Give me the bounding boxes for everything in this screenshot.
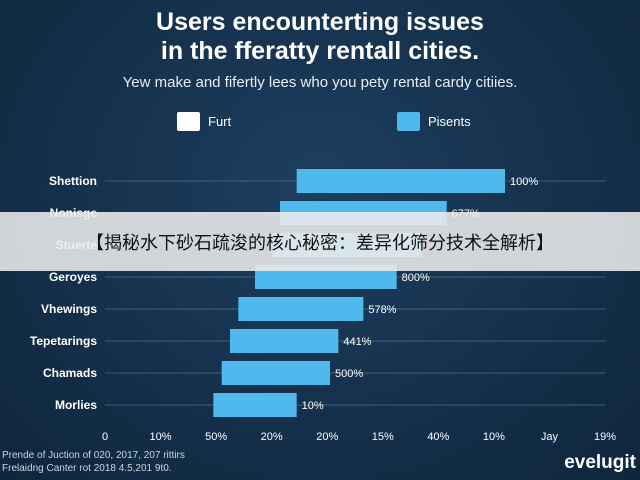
bar [213,393,297,417]
banner-text: 【揭秘水下砂石疏浚的核心秘密：差异化筛分技术全解析】 [86,232,554,254]
value-label: 441% [343,336,371,348]
category-label: Vhewings [41,302,97,316]
category-label: Geroyes [49,270,97,284]
category-label: Tepetarings [30,334,97,348]
x-tick-label: 50% [205,431,227,443]
legend-swatch-pisents [397,111,420,131]
legend-label-furt: Furt [208,113,232,129]
bar [230,329,339,353]
legend-item-pisents: Pisents [397,111,471,131]
overlay-banner: 【揭秘水下砂石疏浚的核心秘密：差异化筛分技术全解析】 [0,212,640,271]
x-tick-label: 19% [594,431,616,443]
category-label: Chamads [43,366,97,380]
x-tick-label: 10% [483,431,505,443]
x-tick-label: 0 [102,431,108,443]
x-tick-label: 20% [316,431,338,443]
footer-note-line1: Prende of Juction of 020, 2017, 207 ritt… [2,450,185,461]
x-tick-label: 10% [150,431,172,443]
category-labels: ShettionNonisgeStuerteGeroyesVhewingsTep… [30,174,97,412]
value-label: 578% [368,304,396,316]
x-axis-ticks: 0 10% 50% 20% 20% 15% 40% 10% Jay 19% [102,431,616,443]
chart-title-line2: in the fferatty rentall cities. [160,37,480,65]
bar [296,169,505,193]
legend-swatch-furt [177,111,200,131]
brand-logo-text: evelugit [564,452,636,473]
chart-subtitle: Yew make and fifertly lees who you pety … [122,74,518,91]
footer-note-line2: Frelaidng Canter rot 2018 4.5,201 9t0. [2,463,172,474]
x-tick-label: 15% [372,431,394,443]
x-tick-label: Jay [541,431,559,443]
value-label: 500% [335,368,363,380]
x-tick-label: 20% [261,431,283,443]
chart-title-line1: Users encounterting issues [156,8,484,36]
bar [238,297,364,321]
value-labels: 100%677%800%578%441%500%10% [302,176,539,412]
value-label: 10% [302,400,324,412]
value-label: 100% [510,176,538,188]
legend-label-pisents: Pisents [428,113,471,129]
bar [221,361,330,385]
legend-item-furt: Furt [177,111,231,131]
category-label: Shettion [49,174,97,188]
x-tick-label: 40% [427,431,449,443]
value-label: 800% [402,272,430,284]
category-label: Morlies [55,398,97,412]
